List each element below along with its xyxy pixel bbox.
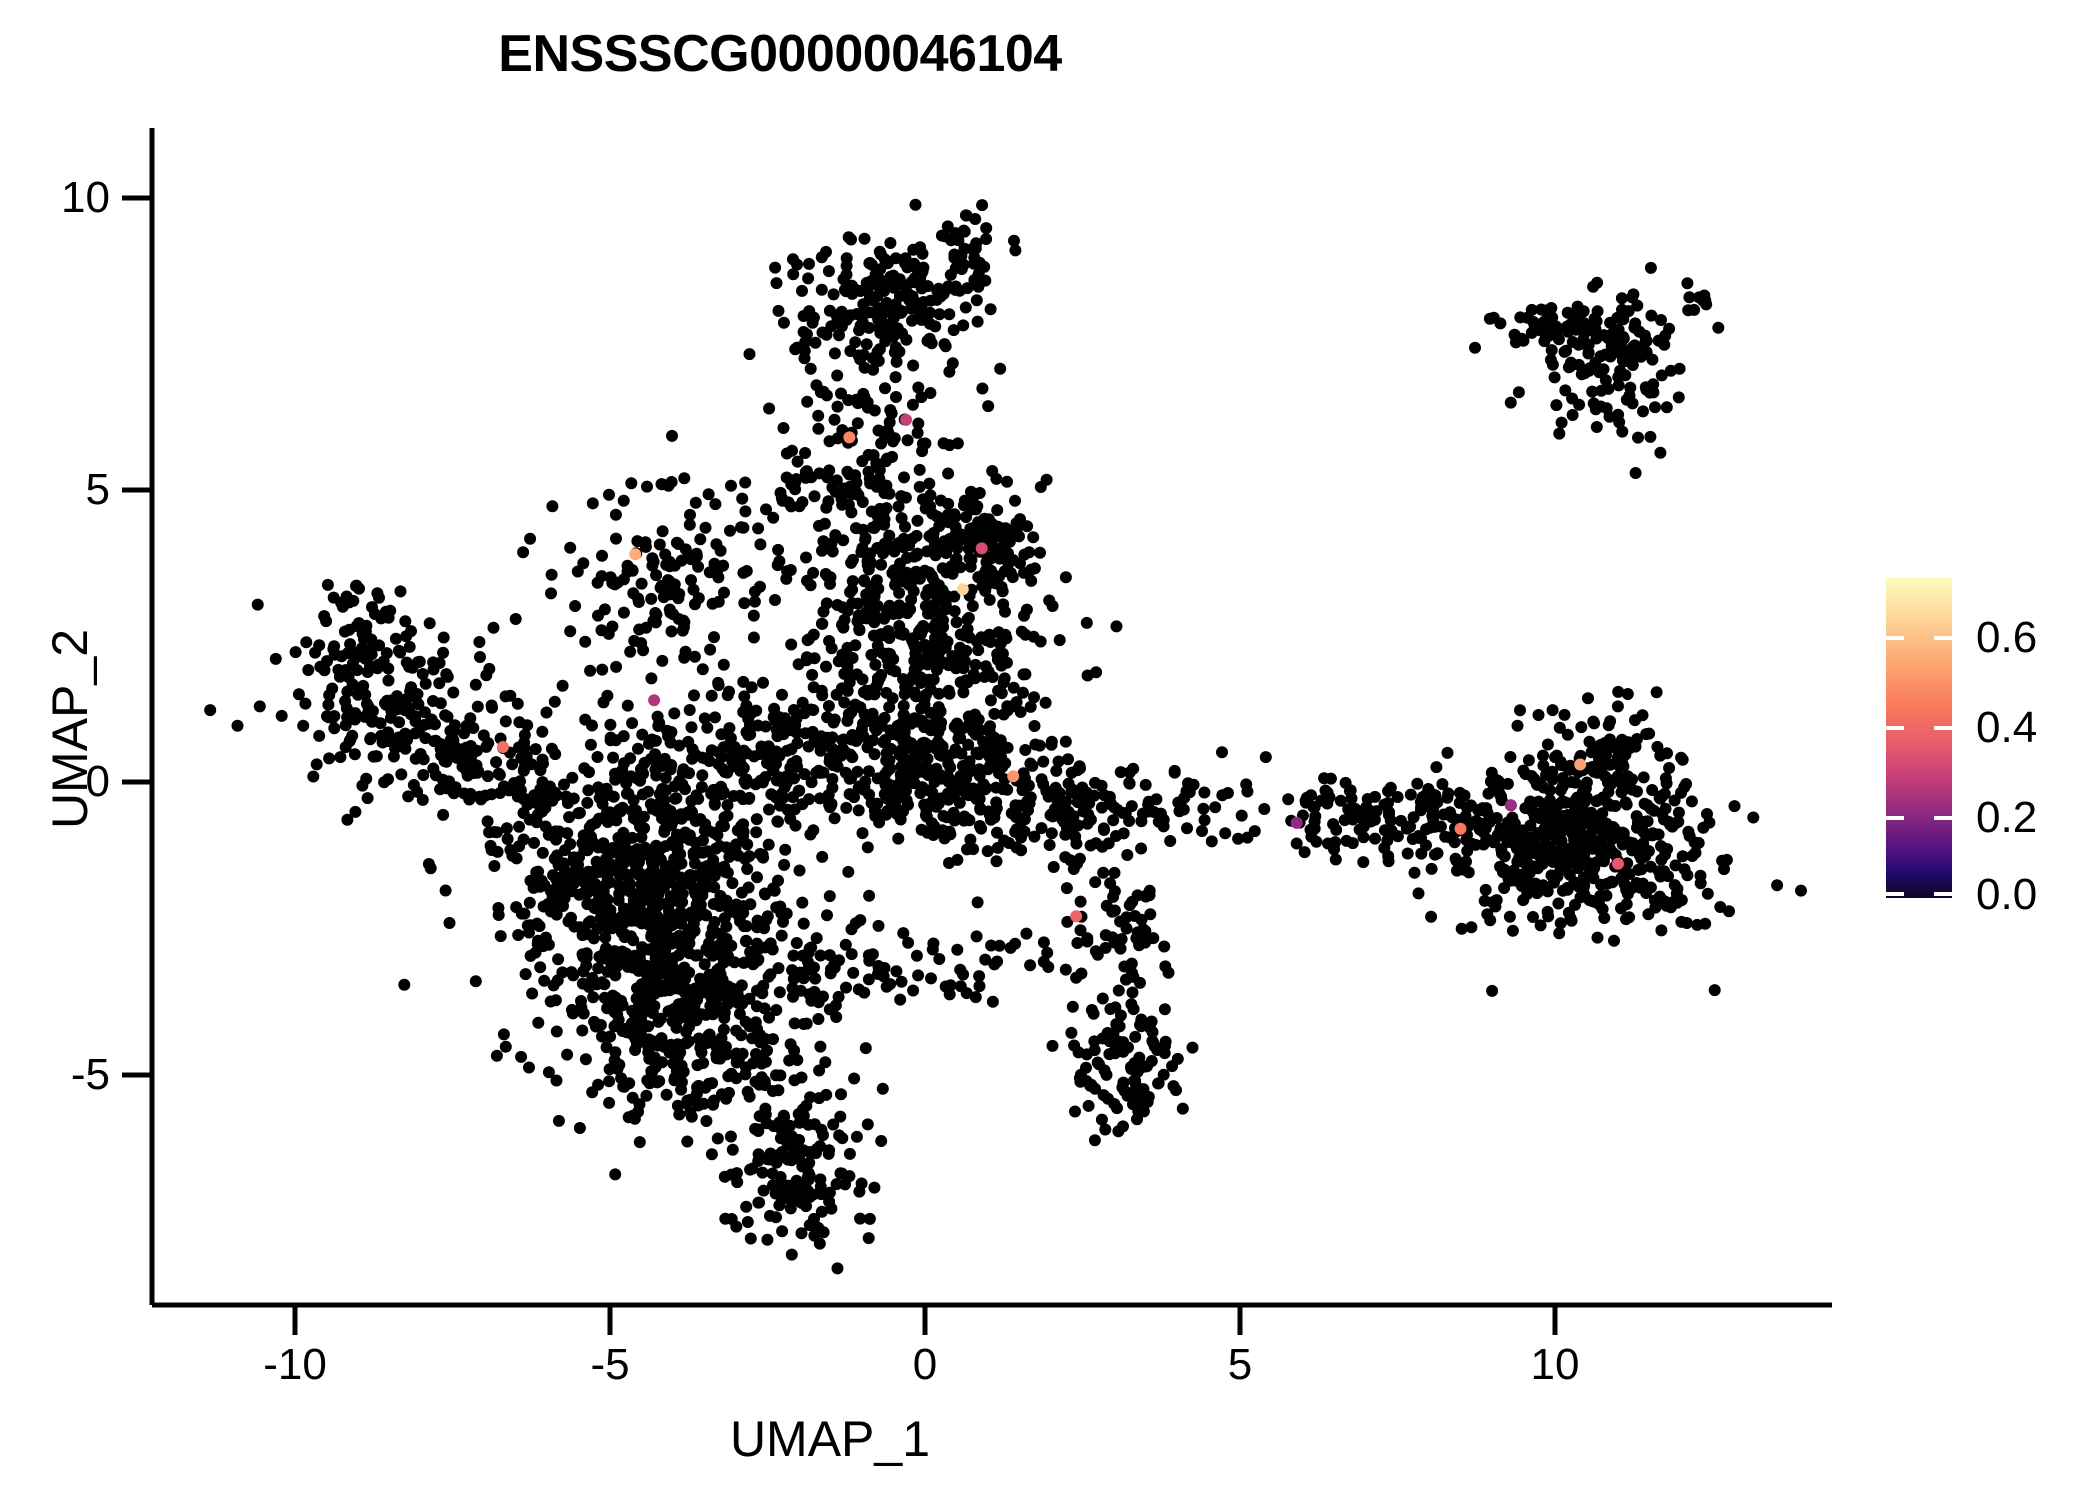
colorbar-label-2: 0.2 <box>1976 793 2038 842</box>
x-tick-label-2: 0 <box>912 1340 938 1389</box>
colorbar-tick-0.6-right <box>1934 636 1952 640</box>
x-tick-label-0: -10 <box>263 1340 327 1389</box>
colorbar-label-1: 0.4 <box>1976 703 2038 752</box>
x-axis-title: UMAP_1 <box>729 1411 931 1467</box>
x-tick-label-3: 5 <box>1227 1340 1253 1389</box>
colorbar-tick-0.6-left <box>1886 636 1904 640</box>
colorbar-gradient <box>1886 578 1952 898</box>
colorbar-tick-0.2-left <box>1886 816 1904 820</box>
colorbar-tick-0.4-right <box>1934 726 1952 730</box>
colorbar-tick-0.4-left <box>1886 726 1904 730</box>
y-tick-label-2: 0 <box>85 757 110 806</box>
y-tick-label-3: -5 <box>70 1050 110 1099</box>
colorbar-label-0: 0.6 <box>1976 613 2038 662</box>
colorbar-tick-0.0-right <box>1934 892 1952 896</box>
colorbar-tick-0.0-left <box>1886 892 1904 896</box>
y-axis-title: UMAP_2 <box>42 628 98 830</box>
colorbar-tick-0.2-right <box>1934 816 1952 820</box>
y-tick-label-1: 5 <box>85 465 110 514</box>
y-tick-label-0: 10 <box>61 173 110 222</box>
colorbar-label-3: 0.0 <box>1976 870 2038 919</box>
page-title: ENSSSCG00000046104 <box>498 25 1062 83</box>
x-tick-label-1: -5 <box>590 1340 630 1389</box>
x-tick-label-4: 10 <box>1530 1340 1580 1389</box>
